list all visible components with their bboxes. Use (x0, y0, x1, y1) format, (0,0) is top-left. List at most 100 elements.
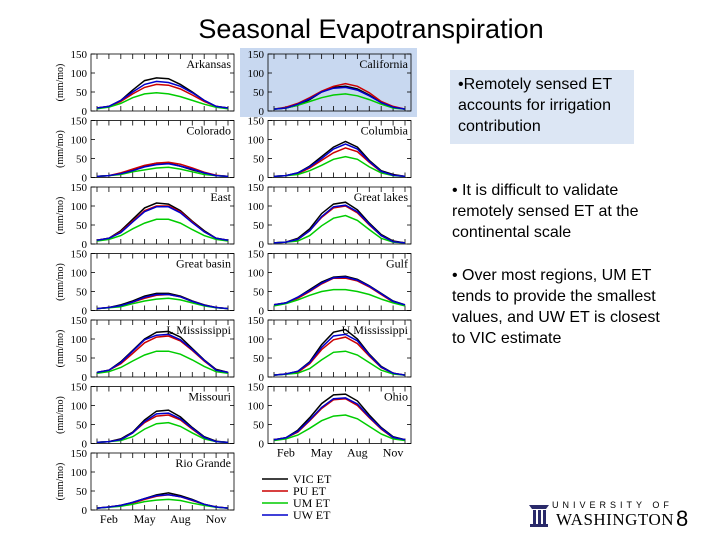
panel-frame (90, 253, 235, 311)
y-tick-label: 0 (259, 306, 265, 318)
panel-frame (267, 386, 412, 444)
series-line-um-et (96, 350, 229, 374)
series-line-um-et (273, 350, 406, 376)
y-tick-label: 100 (248, 334, 265, 346)
y-tick-label: 100 (248, 135, 265, 147)
y-axis-label: (mm/mo) (55, 330, 66, 368)
slide-title: Seasonal Evapotranspiration (198, 14, 544, 44)
panel-frame (267, 319, 412, 378)
x-tick-label: Feb (100, 512, 118, 526)
logo-washington: WASHINGTON (556, 510, 675, 529)
series-line-um-et (273, 414, 406, 442)
series-line-uw-et (273, 333, 406, 376)
series-line-vic-et (273, 201, 406, 244)
x-tick-label: May (134, 512, 156, 526)
y-tick-label: 0 (259, 173, 265, 185)
panel-label: Great lakes (354, 190, 409, 204)
y-tick-label: 150 (71, 315, 88, 327)
y-tick-label: 0 (82, 505, 88, 517)
y-tick-label: 50 (253, 420, 265, 432)
legend-label: UW ET (293, 508, 331, 522)
series-line-pu-et (273, 82, 406, 110)
y-tick-label: 50 (76, 154, 88, 166)
y-tick-label: 150 (248, 116, 265, 128)
y-tick-label: 50 (76, 420, 88, 432)
y-tick-label: 0 (82, 372, 88, 384)
y-tick-label: 50 (76, 486, 88, 498)
x-tick-label: Aug (170, 512, 191, 526)
panel-label: L Mississippi (166, 323, 231, 337)
y-tick-label: 100 (71, 135, 88, 147)
y-tick-label: 150 (248, 249, 265, 261)
uw-logo-icon (529, 505, 549, 527)
bullet-comparison: • Over most regions, UM ET tends to prov… (452, 267, 660, 347)
y-tick-label: 0 (82, 306, 88, 318)
y-tick-label: 150 (71, 448, 88, 460)
y-tick-label: 100 (248, 68, 265, 80)
y-tick-label: 150 (71, 182, 88, 194)
panel-label: Gulf (386, 257, 408, 271)
y-tick-label: 50 (76, 353, 88, 365)
y-tick-label: 150 (71, 382, 88, 394)
y-tick-label: 150 (248, 49, 265, 61)
x-tick-label: Feb (277, 446, 295, 460)
y-axis-label: (mm/mo) (55, 197, 66, 235)
page-number: 8 (676, 506, 689, 531)
y-tick-label: 150 (71, 116, 88, 128)
series-line-uw-et (96, 80, 229, 109)
series-line-pu-et (96, 335, 229, 374)
series-line-um-et (273, 288, 406, 307)
y-tick-label: 0 (259, 372, 265, 384)
y-tick-label: 50 (253, 220, 265, 232)
series-line-um-et (96, 218, 229, 242)
series-line-um-et (273, 214, 406, 244)
panel-label: Rio Grande (175, 456, 231, 470)
panel-label: U Mississippi (342, 323, 409, 337)
panel-frame (90, 386, 235, 444)
panel-label: Missouri (188, 390, 231, 404)
y-tick-label: 0 (82, 106, 88, 118)
series-line-uw-et (273, 397, 406, 441)
series-line-um-et (96, 297, 229, 310)
panel-frame (90, 186, 235, 245)
y-tick-label: 0 (82, 173, 88, 185)
y-tick-label: 100 (71, 68, 88, 80)
series-line-uw-et (96, 206, 229, 241)
y-tick-label: 50 (253, 154, 265, 166)
series-line-pu-et (96, 83, 229, 109)
y-tick-label: 0 (259, 239, 265, 251)
panel-label: Columbia (361, 124, 409, 138)
y-tick-label: 100 (248, 201, 265, 213)
series-line-um-et (96, 498, 229, 509)
y-tick-label: 50 (76, 220, 88, 232)
series-line-uw-et (96, 494, 229, 509)
bullet-validation: • It is difficult to validate remotely s… (452, 182, 639, 241)
series-line-vic-et (96, 202, 229, 241)
y-tick-label: 0 (82, 439, 88, 451)
bullet-irrigation: •Remotely sensed ET accounts for irrigat… (450, 70, 634, 144)
series-line-um-et (96, 92, 229, 110)
y-tick-label: 100 (248, 268, 265, 280)
y-tick-label: 150 (248, 182, 265, 194)
panel-label: California (359, 57, 408, 71)
series-line-um-et (273, 155, 406, 178)
y-tick-label: 100 (71, 467, 88, 479)
y-tick-label: 0 (259, 106, 265, 118)
x-tick-label: Aug (347, 446, 368, 460)
y-tick-label: 100 (71, 334, 88, 346)
y-tick-label: 100 (71, 268, 88, 280)
x-tick-label: Nov (383, 446, 404, 460)
y-tick-label: 0 (82, 239, 88, 251)
series-line-uw-et (273, 86, 406, 110)
panel-label: Colorado (186, 124, 231, 138)
y-axis-label: (mm/mo) (55, 130, 66, 168)
y-axis-label: (mm/mo) (55, 64, 66, 102)
series-line-uw-et (96, 163, 229, 178)
legend-label: VIC ET (293, 472, 332, 486)
y-tick-label: 100 (71, 401, 88, 413)
y-tick-label: 50 (253, 353, 265, 365)
series-line-uw-et (273, 204, 406, 244)
panel-frame (90, 120, 235, 178)
y-tick-label: 150 (248, 382, 265, 394)
panel-frame (267, 120, 412, 178)
